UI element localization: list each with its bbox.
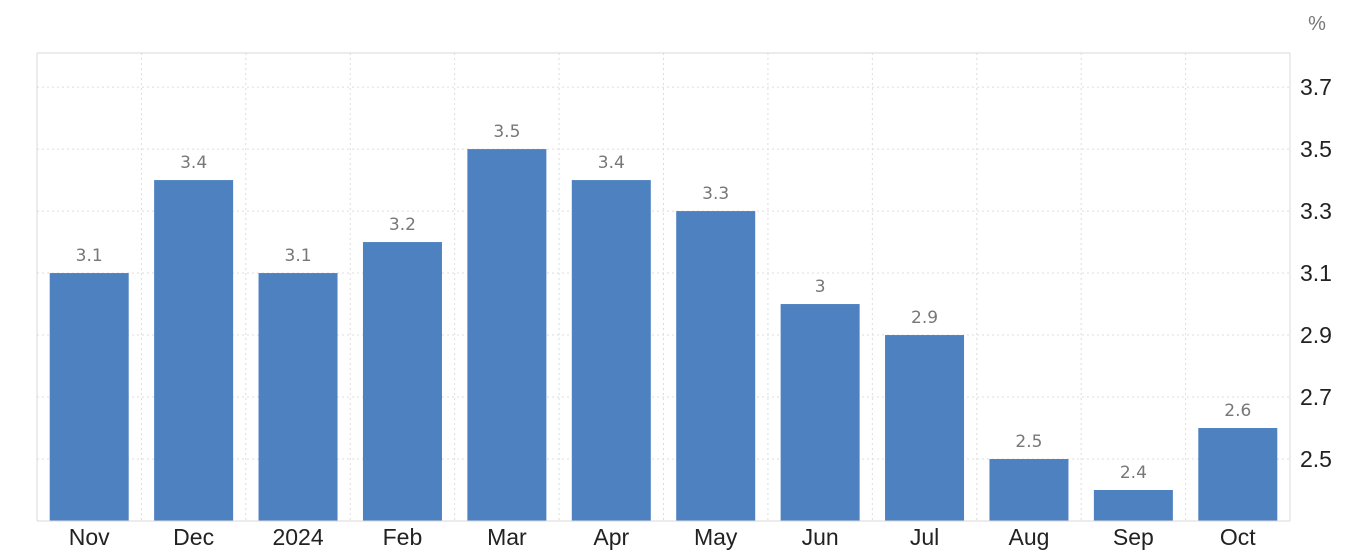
y-tick-label: 2.7 [1300,384,1332,410]
bar-value-label: 3 [815,277,826,297]
bar-may [676,211,756,521]
x-tick-label: Nov [69,524,110,550]
y-tick-label: 3.5 [1300,136,1332,162]
x-tick-label: Dec [173,524,214,550]
y-axis: 2.5 2.7 2.9 3.1 3.3 3.5 3.7 [1289,53,1332,521]
bar-value-label: 2.6 [1224,401,1251,421]
bar-aug [989,459,1069,521]
x-axis: Nov Dec 2024 Feb Mar Apr May Jun Jul Aug Sep Oct [37,520,1290,550]
bars-layer [49,149,1278,521]
bar-sep [1093,490,1173,521]
bar-value-label: 2.5 [1015,432,1042,452]
bar-value-label: 3.1 [76,246,103,266]
bar-value-label: 3.4 [180,153,207,173]
x-tick-label: Sep [1113,524,1154,550]
bar-dec [154,180,234,521]
x-tick-label: 2024 [272,524,323,550]
value-labels-layer: 3.1 3.4 3.1 3.2 3.5 3.4 3.3 3 2.9 2.5 2.4 2.6 [76,122,1252,483]
bar-jul [885,335,965,521]
x-tick-label: Jun [802,524,839,550]
bar-feb [362,242,442,521]
x-tick-label: Oct [1220,524,1256,550]
x-tick-label: Aug [1008,524,1049,550]
bar-value-label: 2.4 [1120,463,1147,483]
x-tick-label: Feb [383,524,423,550]
y-tick-label: 3.3 [1300,198,1332,224]
bar-value-label: 3.3 [702,184,729,204]
bar-value-label: 3.5 [493,122,520,142]
bar-value-label: 2.9 [911,308,938,328]
bar-value-label: 3.4 [598,153,625,173]
y-tick-label: 2.9 [1300,322,1332,348]
bar-jun [780,304,860,521]
bar-2024 [258,273,338,521]
bar-apr [571,180,651,521]
y-tick-label: 2.5 [1300,446,1332,472]
x-tick-label: Jul [910,524,939,550]
x-tick-label: Mar [487,524,527,550]
x-tick-label: May [694,524,738,550]
x-tick-label: Apr [593,524,629,550]
bar-value-label: 3.1 [285,246,312,266]
grid-layer [36,52,1290,521]
bar-oct [1198,428,1278,521]
bar-mar [467,149,547,521]
y-tick-label: 3.7 [1300,74,1332,100]
bar-value-label: 3.2 [389,215,416,235]
y-tick-label: 3.1 [1300,260,1332,286]
bar-nov [49,273,129,521]
y-axis-unit-label: % [1308,13,1326,35]
